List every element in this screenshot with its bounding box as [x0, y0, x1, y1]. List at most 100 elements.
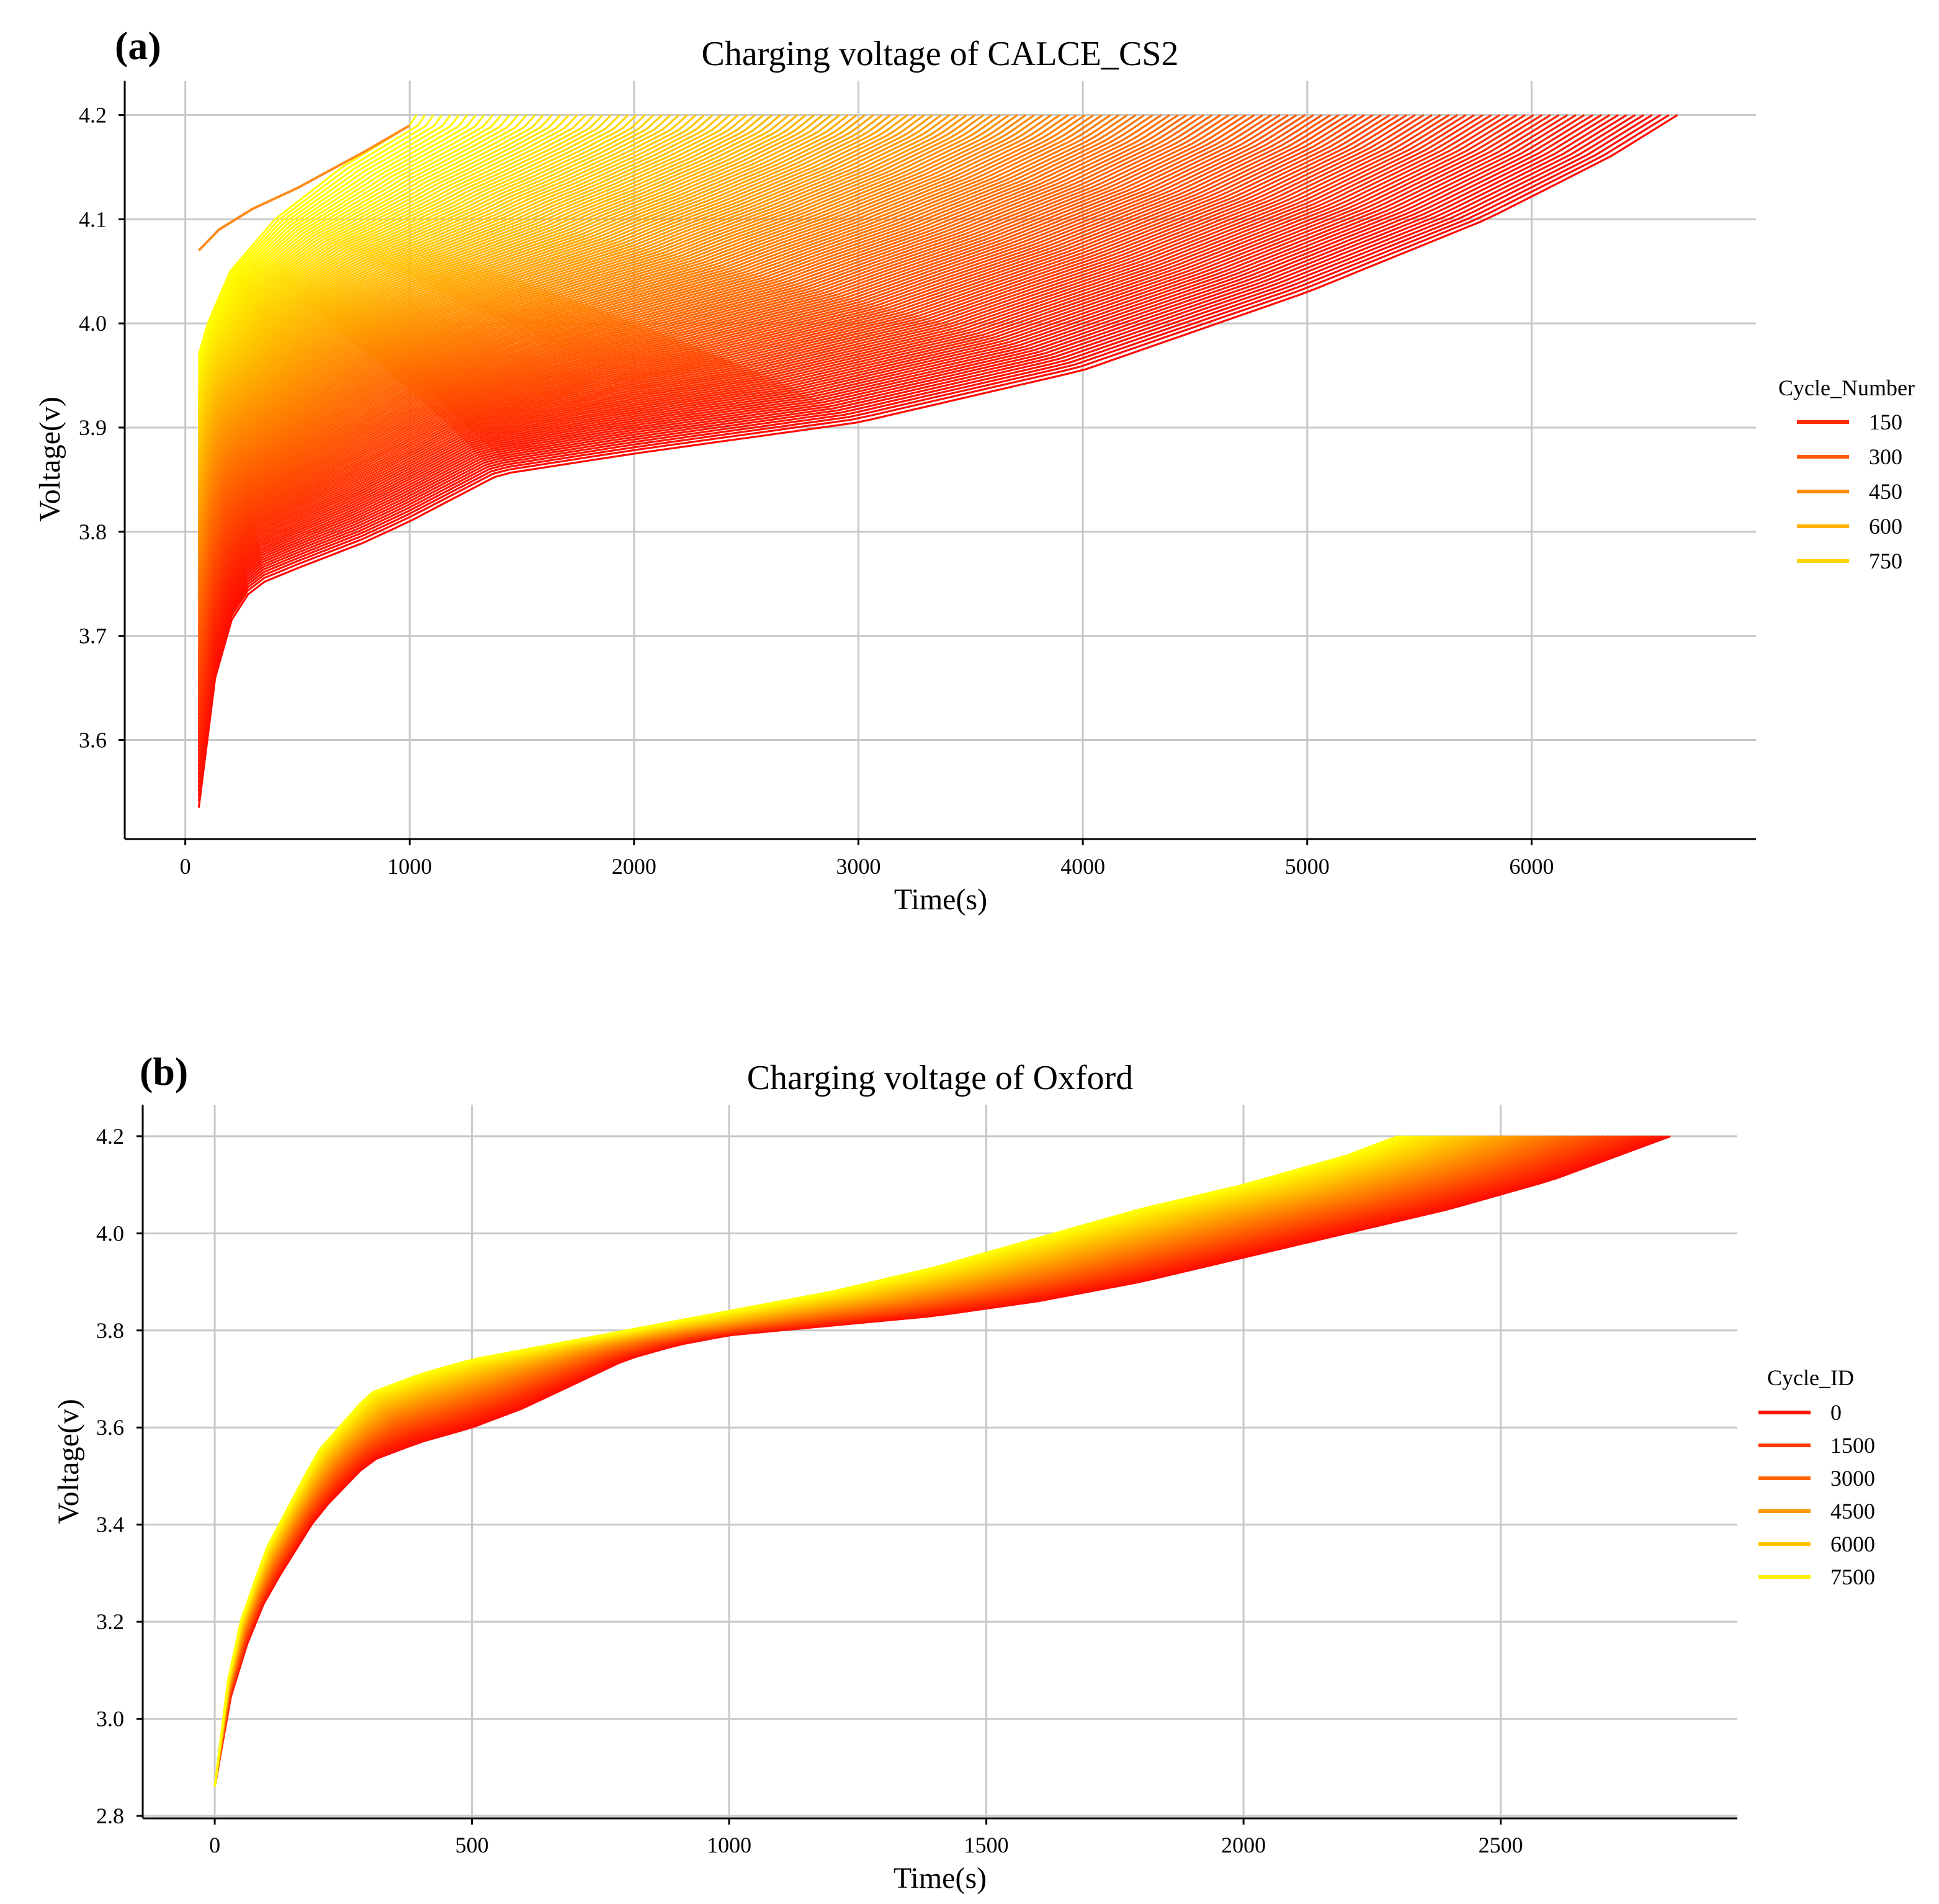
- cycle-curve: [197, 114, 1611, 771]
- panel-a-chart-title: Charging voltage of CALCE_CS2: [702, 35, 1179, 73]
- cycle-curve: [197, 114, 452, 366]
- cycle-curve: [197, 114, 1230, 620]
- cycle-curve: [197, 114, 1475, 712]
- cycle-curve: [197, 114, 671, 434]
- cycle-curve: [197, 114, 1281, 639]
- cycle-curve: [197, 114, 1670, 802]
- cycle-curve: [197, 114, 460, 368]
- cycle-curve: [197, 114, 1425, 692]
- cycle-curve: [197, 114, 1060, 561]
- panel-b-x-ticks: 0 500 1000 1500 2000 2500: [209, 1818, 1523, 1857]
- cycle-curve: [197, 114, 1052, 559]
- legend-label: 1500: [1830, 1433, 1875, 1458]
- cycle-curve: [197, 114, 1644, 788]
- cycle-curve: [197, 114, 604, 413]
- legend-label: 300: [1869, 444, 1902, 469]
- y-tick-label: 4.0: [96, 1221, 124, 1246]
- x-tick-label: 2000: [612, 854, 656, 879]
- cycle-curve: [197, 114, 1323, 654]
- cycle-curve: [197, 114, 849, 491]
- cycle-curve: [197, 114, 1170, 599]
- cycle-curve: [197, 114, 553, 397]
- x-tick-label: 0: [209, 1833, 220, 1857]
- cycle-curve: [197, 114, 1509, 726]
- cycle-curve: [197, 114, 1585, 759]
- y-tick-label: 4.2: [79, 102, 107, 127]
- cycle-curve: [197, 114, 1568, 752]
- panel-a-legend: Cycle_Number 150 300 450 600 750: [1778, 375, 1915, 573]
- outlier-cycle-curve: [197, 124, 411, 251]
- cycle-curve: [197, 114, 1018, 547]
- cycle-curve: [197, 114, 908, 510]
- cycle-curve: [197, 114, 536, 392]
- cycle-curve: [197, 114, 1450, 702]
- cycle-curve: [197, 114, 874, 499]
- cycle-curve: [197, 114, 629, 421]
- cycle-curve: [197, 114, 1619, 775]
- legend-label: 150: [1869, 410, 1902, 434]
- cycle-curve: [197, 114, 1297, 644]
- cycle-curve: [197, 114, 570, 402]
- cycle-curve: [213, 1135, 1399, 1787]
- cycle-curve: [197, 114, 527, 389]
- cycle-curve: [197, 114, 1077, 567]
- cycle-curve: [197, 114, 1306, 647]
- panel-a-label: (a): [115, 24, 161, 68]
- cycle-curve: [197, 114, 544, 394]
- cycle-curve: [197, 114, 807, 477]
- cycle-curve: [197, 114, 578, 405]
- cycle-curve: [197, 114, 1390, 679]
- cycle-curve: [197, 114, 1120, 582]
- cycle-curve: [197, 114, 519, 387]
- cycle-curve: [197, 114, 891, 505]
- cycle-curve: [197, 114, 714, 447]
- panel-a-y-ticks: 3.6 3.7 3.8 3.9 4.0 4.1 4.2: [79, 102, 125, 753]
- cycle-curve: [197, 114, 1356, 667]
- panel-b-x-axis-label: Time(s): [893, 1862, 987, 1895]
- cycle-curve: [197, 114, 934, 519]
- cycle-curve: [197, 114, 612, 415]
- cycle-curve: [197, 114, 1662, 797]
- cycle-curve: [197, 114, 511, 384]
- cycle-curve: [197, 114, 494, 379]
- cycle-curve: [197, 114, 1095, 573]
- cycle-curve: [197, 114, 984, 536]
- cycle-curve: [197, 114, 1103, 576]
- cycle-curve: [197, 114, 1458, 706]
- cycle-curve: [197, 114, 1001, 541]
- x-tick-label: 4000: [1060, 854, 1105, 879]
- cycle-curve: [197, 114, 832, 485]
- cycle-curve: [197, 114, 1518, 730]
- cycle-curve: [197, 114, 1137, 587]
- panel-b-legend: Cycle_ID 0 1500 3000 4500 6000 7500: [1758, 1365, 1875, 1589]
- cycle-curve: [197, 114, 663, 431]
- x-tick-label: 0: [180, 854, 191, 879]
- cycle-curve: [197, 114, 1551, 744]
- cycle-curve: [197, 114, 1162, 596]
- cycle-curve: [197, 114, 1492, 719]
- y-tick-label: 3.8: [96, 1318, 124, 1343]
- x-tick-label: 6000: [1509, 854, 1554, 879]
- cycle-curve: [197, 114, 1213, 614]
- cycle-curve: [197, 114, 1560, 748]
- panel-b-label: (b): [140, 1049, 188, 1093]
- cycle-curve: [197, 114, 858, 493]
- cycle-curve: [197, 114, 951, 524]
- cycle-curve: [197, 114, 587, 408]
- cycle-curve: [197, 114, 697, 442]
- cycle-curve: [197, 114, 1145, 590]
- panel-a-x-ticks: 0 1000 2000 3000 4000 5000 6000: [180, 839, 1554, 879]
- cycle-curve: [197, 114, 739, 456]
- cycle-curve: [197, 114, 1653, 792]
- cycle-curve: [197, 114, 646, 426]
- cycle-curve: [197, 114, 1086, 570]
- cycle-curve: [197, 114, 730, 453]
- panel-a-y-axis-label: Voltage(v): [34, 397, 66, 522]
- legend-label: 600: [1869, 514, 1902, 539]
- cycle-curve: [197, 114, 1577, 755]
- panel-b-oxford: (b) Charging voltage of Oxford 0 500 1000 1…: [52, 1049, 1875, 1895]
- cycle-curve: [197, 114, 1678, 808]
- cycle-curve: [197, 114, 764, 464]
- cycle-curve: [197, 114, 655, 429]
- cycle-curve: [197, 114, 1027, 550]
